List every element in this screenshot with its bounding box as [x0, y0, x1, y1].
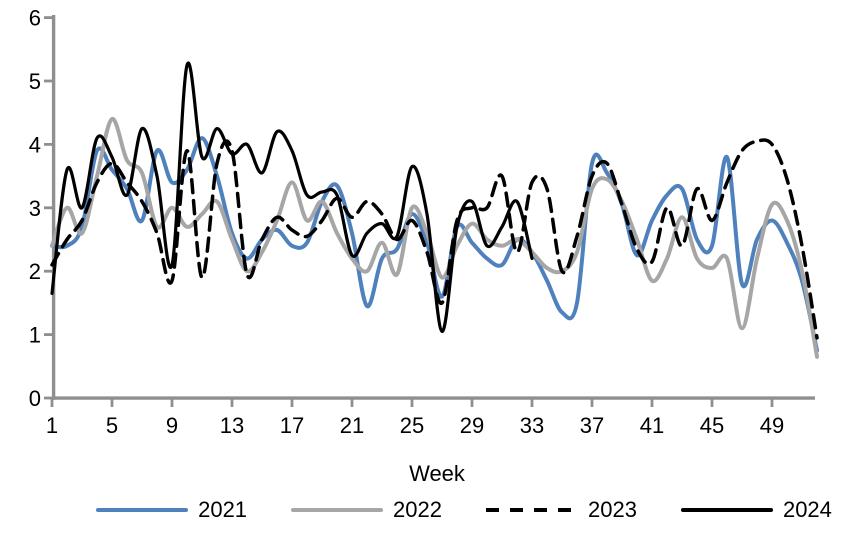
legend-item-2024: 2024 — [680, 497, 832, 522]
x-tick-label-5: 5 — [106, 413, 118, 438]
legend-label-2021: 2021 — [198, 497, 248, 522]
x-tick-label-21: 21 — [340, 413, 364, 438]
x-tick-label-49: 49 — [760, 413, 784, 438]
x-tick-label-13: 13 — [220, 413, 244, 438]
y-tick-label-4: 4 — [29, 132, 41, 157]
series-line-2022 — [50, 116, 819, 359]
x-tick-label-25: 25 — [400, 413, 424, 438]
x-axis-title-row: Week — [0, 461, 852, 487]
series-line-2023 — [50, 138, 819, 340]
y-tick-label-6: 6 — [29, 6, 41, 31]
legend-line-2023 — [486, 508, 578, 512]
x-tick-label-37: 37 — [580, 413, 604, 438]
legend-line-2021 — [96, 508, 189, 512]
legend-item-2022: 2022 — [291, 499, 442, 521]
y-tick-label-5: 5 — [29, 69, 41, 94]
x-tick-label-1: 1 — [46, 413, 58, 438]
legend-item-2023: 2023 — [486, 499, 637, 521]
x-tick-label-45: 45 — [700, 413, 724, 438]
x-tick-label-41: 41 — [640, 413, 664, 438]
y-tick-label-0: 0 — [29, 386, 41, 411]
x-axis-title: Week — [409, 461, 465, 486]
legend-item-2021: 2021 — [96, 499, 247, 521]
legend-label-2024: 2024 — [782, 497, 832, 522]
legend-label-2023: 2023 — [588, 497, 637, 522]
x-tick-label-17: 17 — [280, 413, 304, 438]
series-line-2024 — [50, 61, 534, 334]
y-tick-label-2: 2 — [29, 259, 41, 284]
legend-label-2022: 2022 — [393, 497, 442, 522]
x-tick-label-9: 9 — [166, 413, 178, 438]
x-tick-label-29: 29 — [460, 413, 484, 438]
legend-line-2022 — [291, 508, 384, 512]
y-tick-label-3: 3 — [29, 196, 41, 221]
legend-line-2024 — [680, 508, 773, 512]
y-tick-label-1: 1 — [29, 323, 41, 348]
x-tick-label-33: 33 — [520, 413, 544, 438]
legend: 2021 2022 2023 2024 — [0, 499, 852, 521]
